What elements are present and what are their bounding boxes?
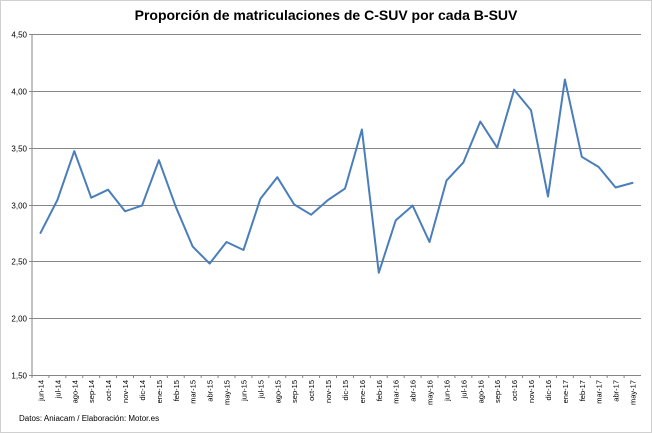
x-tick-label: nov-14	[121, 380, 130, 403]
x-tick-label: abr-15	[206, 380, 215, 402]
x-tick-label: dic-16	[544, 380, 553, 400]
y-tick-label: 2,00	[11, 315, 27, 324]
x-tick-label: sep-15	[290, 380, 299, 403]
x-tick-label: feb-16	[375, 380, 384, 401]
x-tick-label: jul-16	[459, 380, 468, 399]
x-tick-label: dic-14	[138, 380, 147, 400]
x-tick-label: feb-15	[172, 380, 181, 401]
x-tick-label: abr-17	[612, 380, 621, 402]
x-tick-label: abr-16	[409, 380, 418, 402]
source-note: Datos: Aniacam / Elaboración: Motor.es	[19, 414, 160, 423]
x-tick-label: ene-17	[561, 380, 570, 403]
x-tick-label: mar-17	[595, 380, 604, 404]
x-tick-label: sep-16	[493, 380, 502, 403]
x-tick-label: dic-15	[341, 380, 350, 400]
chart-title: Proporción de matriculaciones de C-SUV p…	[134, 7, 518, 23]
x-tick-label: oct-15	[307, 380, 316, 401]
x-tick-label: mar-15	[189, 380, 198, 404]
y-tick-label: 2,50	[11, 258, 27, 267]
y-tick-label: 3,00	[11, 202, 27, 211]
x-tick-label: ene-16	[358, 380, 367, 403]
x-tick-label: jun-14	[36, 380, 45, 402]
y-tick-label: 4,00	[11, 88, 27, 97]
x-tick-label: ago-14	[70, 380, 79, 403]
x-tick-label: may-16	[426, 380, 435, 405]
y-axis-ticks: 1,50 2,00 2,50 3,00 3,50 4,00 4,50	[11, 31, 32, 381]
x-tick-label: nov-16	[527, 380, 536, 403]
y-tick-label: 4,50	[11, 31, 27, 40]
x-tick-label: ago-16	[476, 380, 485, 403]
x-tick-label: jun-15	[239, 380, 248, 402]
x-tick-label: nov-15	[324, 380, 333, 403]
gridlines	[31, 34, 641, 376]
x-tick-label: jul-15	[256, 380, 265, 399]
x-tick-label: sep-14	[87, 380, 96, 403]
x-tick-label: feb-17	[578, 380, 587, 401]
x-tick-label: jun-16	[442, 380, 451, 402]
y-tick-label: 3,50	[11, 145, 27, 154]
x-tick-label: ene-15	[155, 380, 164, 403]
x-tick-label: mar-16	[392, 380, 401, 404]
x-tick-label: may-15	[223, 380, 232, 405]
x-axis-ticks: jun-14 jul-14 ago-14 sep-14 oct-14 nov-14 dic-…	[31, 375, 638, 405]
x-tick-label: ago-15	[273, 380, 282, 403]
x-tick-label: oct-14	[104, 380, 113, 401]
x-tick-label: oct-16	[510, 380, 519, 401]
series-line	[39, 78, 634, 274]
y-tick-label: 1,50	[11, 372, 27, 381]
x-tick-label: may-17	[629, 380, 638, 405]
x-tick-label: jul-14	[53, 380, 62, 399]
